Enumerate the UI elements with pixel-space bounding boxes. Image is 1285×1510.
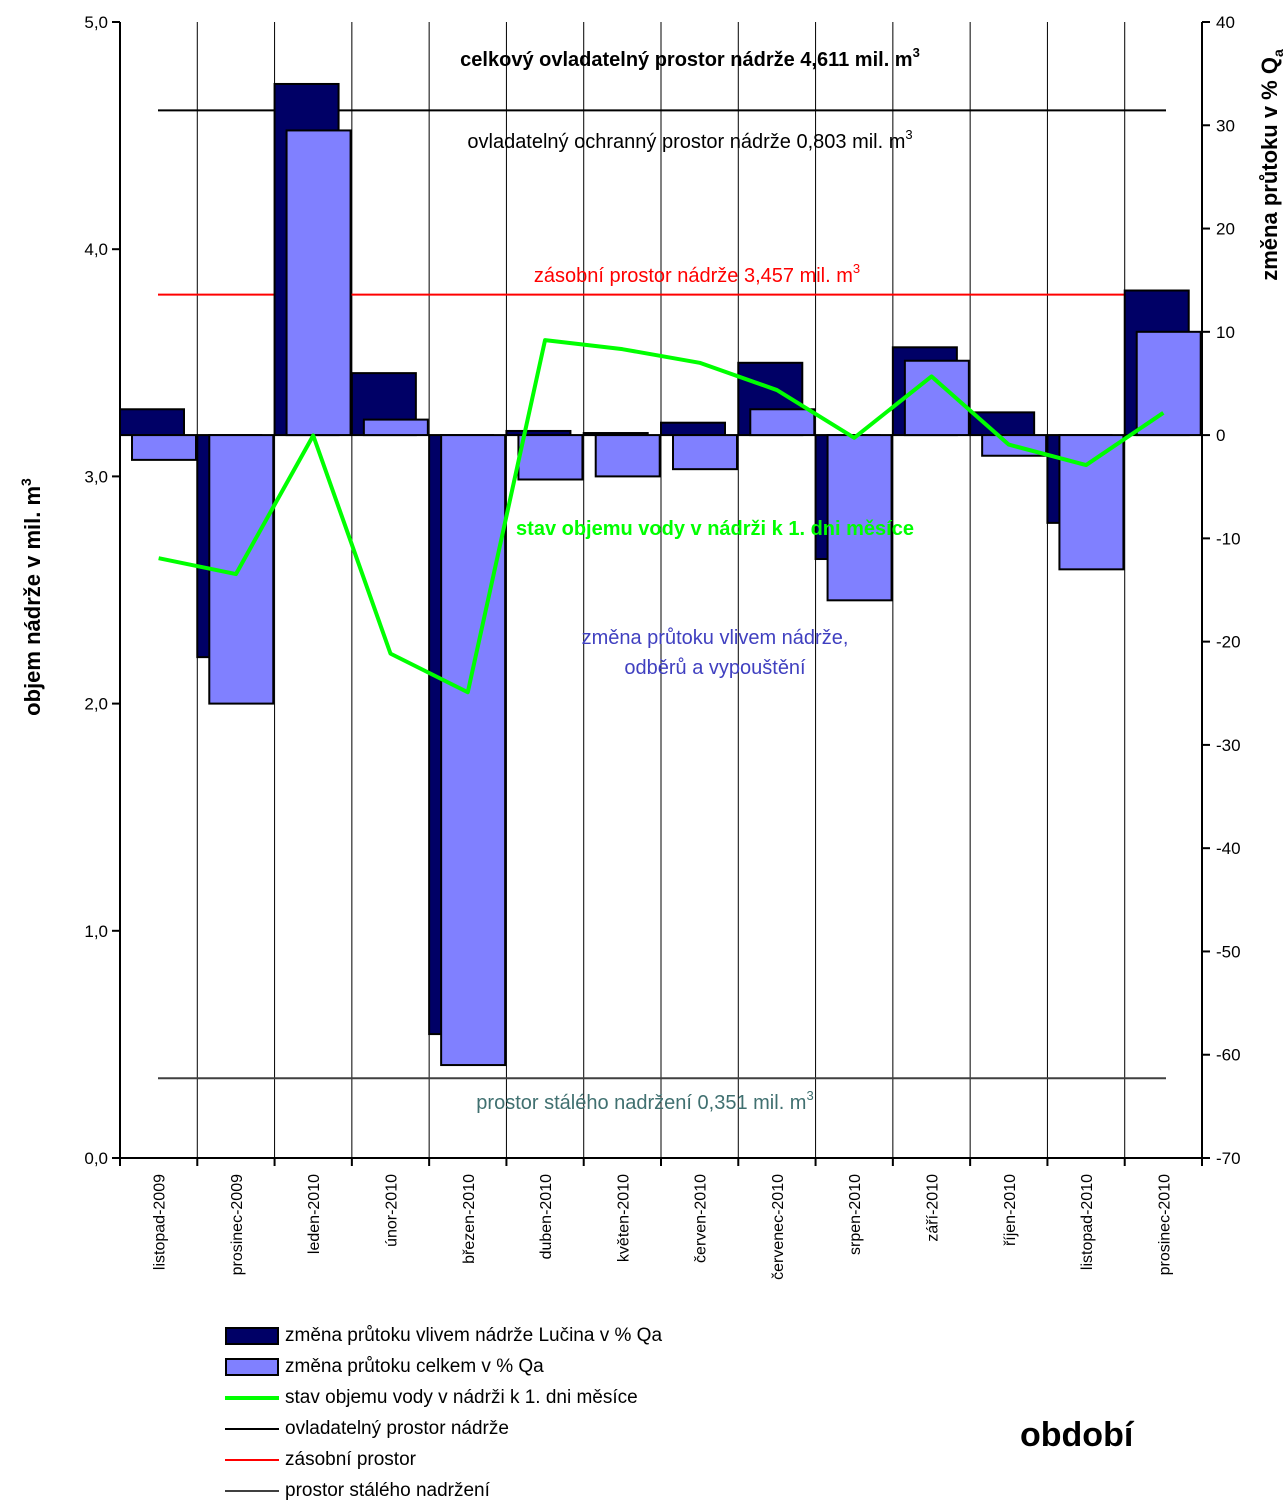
y2-tick-label: 40 [1216, 13, 1235, 32]
y-tick-label: 4,0 [84, 240, 108, 259]
bar-dam-effect [119, 408, 185, 437]
y-tick-label: 5,0 [84, 13, 108, 32]
y2-tick-label: 20 [1216, 220, 1235, 239]
annotation-text: stav objemu vody v nádrži k 1. dni měsíc… [516, 518, 914, 540]
category-label: leden-2010 [306, 1174, 323, 1254]
legend-swatch-total-change [225, 1357, 279, 1376]
y2-tick-label: -10 [1216, 529, 1241, 548]
category-label: březen-2010 [461, 1174, 478, 1264]
bar-total-change [594, 434, 661, 478]
y2-tick-label: -40 [1216, 839, 1241, 858]
legend-swatch-controllable [225, 1427, 279, 1430]
annotation-sup: 3 [853, 261, 860, 276]
legend-swatch-storage [225, 1458, 279, 1461]
y-axis-title: objem nádrže v mil. m3 [18, 478, 45, 716]
legend-label-dam-effect: změna průtoku vlivem nádrže Lučina v % Q… [285, 1324, 663, 1346]
legend: změna průtoku vlivem nádrže Lučina v % Q… [225, 1320, 662, 1506]
annotation-text: odběrů a vypouštění [624, 657, 806, 679]
bar-total-change [1135, 330, 1202, 437]
annotation-text: ovladatelný ochranný prostor nádrže 0,80… [467, 131, 905, 153]
legend-item-dam-effect: změna průtoku vlivem nádrže Lučina v % Q… [225, 1320, 662, 1351]
annotation-sup: 3 [905, 127, 912, 142]
y2-tick-label: 10 [1216, 323, 1235, 342]
category-label: prosinec-2009 [229, 1174, 246, 1276]
legend-label-dead-storage: prostor stálého nadržení [285, 1479, 490, 1501]
y-axis-title-sup: 3 [18, 478, 34, 486]
y2-tick-label: -50 [1216, 942, 1241, 961]
annotation-sup: 3 [913, 45, 920, 60]
annotation-flow2: odběrů a vypouštění [624, 657, 806, 679]
bar-total-change [285, 129, 352, 437]
volume-line [158, 338, 1165, 695]
bar-dam-effect [969, 411, 1036, 437]
bar-total-change [672, 434, 738, 471]
bar-total-change [1058, 434, 1125, 571]
legend-item-total-change: změna průtoku celkem v % Qa [225, 1351, 662, 1382]
legend-swatch-dam-effect [225, 1326, 279, 1345]
category-label: prosinec-2010 [1156, 1174, 1173, 1276]
y2-axis-title-sub: a [1270, 49, 1285, 57]
annotation-volume: stav objemu vody v nádrži k 1. dni měsíc… [516, 518, 914, 540]
annotation-dead: prostor stálého nadržení 0,351 mil. m3 [476, 1088, 813, 1114]
y2-tick-label: -30 [1216, 736, 1241, 755]
bar-total-change [826, 434, 893, 602]
y-axis-title-text: objem nádrže v mil. m [20, 486, 45, 716]
legend-item-controllable: ovladatelný prostor nádrže [225, 1413, 662, 1444]
category-label: červenec-2010 [770, 1174, 787, 1280]
bar-total-change [903, 359, 970, 437]
bar-total-change [517, 434, 584, 481]
y-tick-label: 0,0 [84, 1149, 108, 1168]
y-tick-label: 2,0 [84, 695, 108, 714]
category-label: únor-2010 [384, 1174, 401, 1247]
annotation-total: celkový ovladatelný prostor nádrže 4,611… [460, 45, 920, 71]
legend-item-dead-storage: prostor stálého nadržení [225, 1475, 662, 1506]
y2-axis-title: změna průtoku v % Qa [1257, 49, 1285, 281]
legend-item-volume: stav objemu vody v nádrži k 1. dni měsíc… [225, 1382, 662, 1413]
category-label: listopad-2009 [152, 1174, 169, 1270]
bar-total-change [440, 434, 507, 1067]
y-tick-label: 3,0 [84, 467, 108, 486]
y2-tick-label: 30 [1216, 116, 1235, 135]
annotation-text: zásobní prostor nádrže 3,457 mil. m [534, 265, 853, 287]
legend-swatch-dead-storage [225, 1489, 279, 1492]
category-label: květen-2010 [615, 1174, 632, 1262]
legend-label-total-change: změna průtoku celkem v % Qa [285, 1355, 544, 1377]
category-label: duben-2010 [538, 1174, 555, 1260]
y2-tick-label: 0 [1216, 426, 1225, 445]
y2-axis-title-text: změna průtoku v % Q [1257, 57, 1282, 281]
legend-label-storage: zásobní prostor [285, 1448, 416, 1470]
category-label: říjen-2010 [1002, 1174, 1019, 1246]
legend-item-storage: zásobní prostor [225, 1444, 662, 1475]
category-label: září-2010 [925, 1174, 942, 1242]
y2-tick-label: -20 [1216, 633, 1241, 652]
category-label: listopad-2010 [1079, 1174, 1096, 1270]
annotation-protective: ovladatelný ochranný prostor nádrže 0,80… [467, 127, 912, 153]
x-axis-title: období [1020, 1416, 1134, 1454]
legend-label-controllable: ovladatelný prostor nádrže [285, 1417, 509, 1439]
annotation-flow1: změna průtoku vlivem nádrže, [582, 627, 849, 649]
category-label: srpen-2010 [847, 1174, 864, 1255]
annotation-text: celkový ovladatelný prostor nádrže 4,611… [460, 49, 912, 71]
legend-label-volume: stav objemu vody v nádrži k 1. dni měsíc… [285, 1386, 638, 1408]
annotation-storage: zásobní prostor nádrže 3,457 mil. m3 [534, 261, 860, 287]
bar-dam-effect [660, 421, 726, 437]
y2-tick-label: -60 [1216, 1046, 1241, 1065]
annotation-text: prostor stálého nadržení 0,351 mil. m [476, 1092, 806, 1114]
legend-swatch-volume [225, 1395, 279, 1400]
y2-tick-label: -70 [1216, 1149, 1241, 1168]
bar-total-change [362, 418, 429, 437]
y-tick-label: 1,0 [84, 922, 108, 941]
category-label: červen-2010 [693, 1174, 710, 1263]
annotation-sup: 3 [806, 1088, 813, 1103]
bar-total-change [131, 434, 197, 461]
annotation-text: změna průtoku vlivem nádrže, [582, 627, 849, 649]
bar-total-change [749, 408, 816, 437]
